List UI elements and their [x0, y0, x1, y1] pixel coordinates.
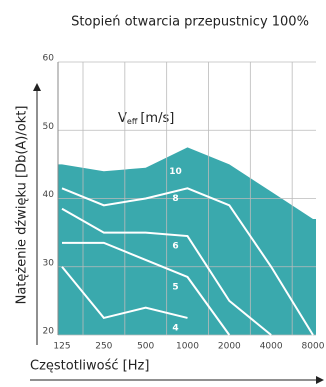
x-tick-label: 1000 — [176, 342, 199, 352]
x-tick-label: 4000 — [260, 342, 283, 352]
annotation: Veff [m/s] — [118, 111, 174, 126]
series-label: 8 — [172, 194, 178, 204]
x-tick-label: 8000 — [302, 342, 325, 352]
y-tick-label: 30 — [43, 258, 55, 268]
x-axis-label: Częstotliwość [Hz] — [30, 359, 149, 374]
annotation-main: V — [118, 111, 127, 126]
y-tick-label: 40 — [43, 190, 55, 200]
series-label: 5 — [172, 282, 178, 292]
area — [58, 147, 316, 335]
x-tick-label: 500 — [137, 342, 154, 352]
series-label: 10 — [169, 167, 182, 177]
series-line — [61, 207, 272, 336]
y-axis-label: Natężenie dźwięku [Db(A)/okt] — [15, 106, 30, 305]
y-tick-label: 60 — [43, 54, 55, 64]
chart-title: Stopień otwarcia przepustnicy 100% — [71, 15, 309, 30]
y-tick-label: 50 — [43, 122, 55, 132]
series-label: 6 — [172, 242, 178, 252]
x-tick-label: 2000 — [218, 342, 241, 352]
series-line — [62, 241, 231, 336]
series-line — [61, 266, 188, 320]
annotation-sub: eff — [127, 117, 138, 126]
series-line — [61, 187, 314, 336]
x-tick-label: 250 — [95, 342, 112, 352]
series-label: 4 — [172, 323, 178, 333]
x-tick-label: 125 — [53, 342, 70, 352]
annotation-unit: [m/s] — [140, 111, 174, 126]
y-tick-label: 20 — [43, 327, 55, 337]
